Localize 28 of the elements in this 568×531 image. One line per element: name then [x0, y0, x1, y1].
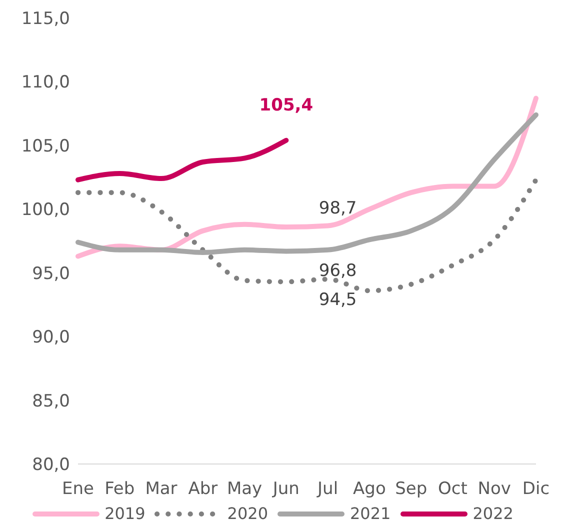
x-tick-label: Nov: [478, 479, 511, 500]
x-tick-label: Ago: [353, 479, 386, 500]
data-label: 105,4: [259, 95, 314, 116]
x-tick-label: Sep: [395, 479, 428, 500]
y-tick-label: 80,0: [32, 455, 70, 476]
data-label: 98,7: [318, 198, 357, 219]
legend-label: 2020: [227, 504, 268, 523]
x-tick-label: May: [226, 479, 262, 500]
x-tick-label: Dic: [522, 479, 550, 500]
y-tick-label: 95,0: [32, 264, 70, 284]
y-tick-label: 115,0: [21, 9, 70, 30]
y-tick-label: 85,0: [32, 391, 70, 412]
x-tick-label: Ene: [62, 479, 94, 500]
x-tick-label: Jun: [272, 479, 300, 500]
y-tick-label: 90,0: [32, 328, 70, 348]
data-label: 94,5: [318, 290, 357, 310]
x-tick-label: Abr: [188, 479, 218, 500]
x-tick-label: Feb: [104, 479, 135, 500]
data-label: 96,8: [318, 260, 357, 281]
legend-label: 2019: [104, 504, 146, 523]
legend-label: 2022: [472, 504, 514, 523]
x-tick-label: Jul: [316, 479, 338, 500]
x-tick-label: Oct: [438, 479, 468, 500]
y-tick-label: 100,0: [21, 200, 70, 220]
x-tick-label: Mar: [145, 479, 178, 500]
y-tick-label: 105,0: [21, 136, 70, 156]
legend-label: 2021: [350, 504, 391, 523]
y-tick-label: 110,0: [21, 72, 70, 93]
